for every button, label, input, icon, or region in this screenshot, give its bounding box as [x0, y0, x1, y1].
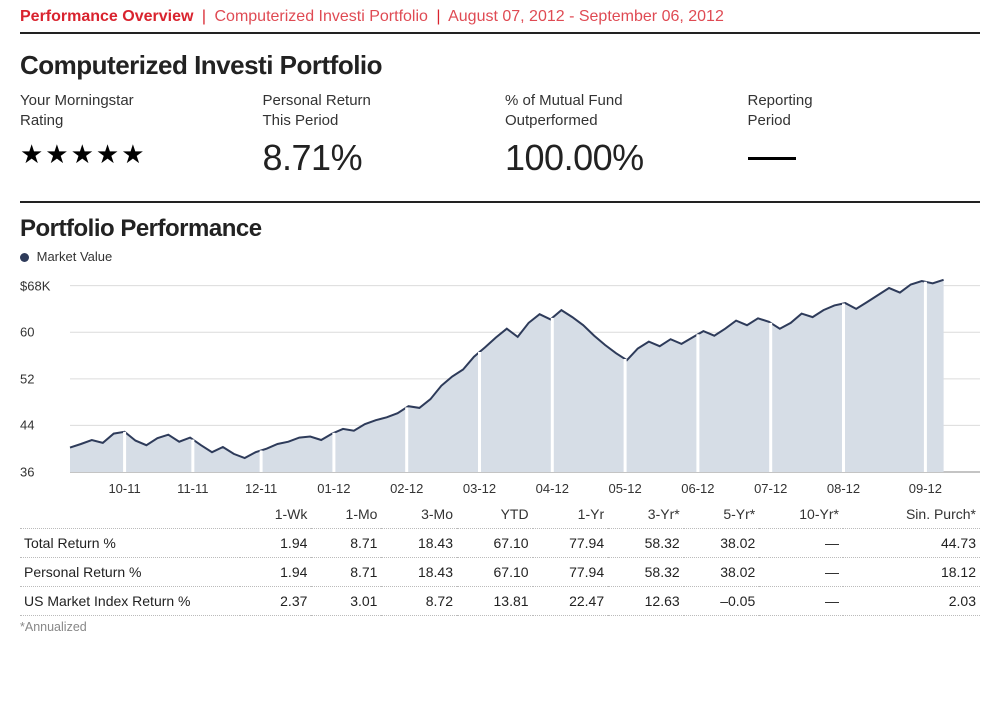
table-header-cell: 5-Yr* — [684, 500, 760, 529]
table-cell: 2.37 — [240, 587, 311, 616]
table-cell: 13.81 — [457, 587, 533, 616]
page-header: Performance Overview | Computerized Inve… — [20, 8, 980, 34]
chart-legend: Market Value — [20, 249, 980, 264]
table-header-cell: Sin. Purch* — [843, 500, 980, 529]
table-header-cell: 1-Wk — [240, 500, 311, 529]
header-sep-1: | — [202, 8, 206, 25]
table-cell: 38.02 — [684, 529, 760, 558]
table-cell: US Market Index Return % — [20, 587, 240, 616]
metric-label: ReportingPeriod — [748, 91, 981, 133]
legend-dot-icon — [20, 253, 29, 262]
x-axis-label: 12-11 — [245, 481, 277, 496]
table-cell: –0.05 — [684, 587, 760, 616]
table-header-cell — [20, 500, 240, 529]
table-row: Personal Return %1.948.7118.4367.1077.94… — [20, 558, 980, 587]
table-cell: 3.01 — [311, 587, 381, 616]
x-axis-label: 10-11 — [108, 481, 140, 496]
metric-label: Personal ReturnThis Period — [263, 91, 496, 133]
header-portfolio: Computerized Investi Portfolio — [214, 8, 427, 25]
metric-card: Personal ReturnThis Period8.71% — [263, 91, 496, 179]
table-row: US Market Index Return %2.373.018.7213.8… — [20, 587, 980, 616]
table-cell: 1.94 — [240, 558, 311, 587]
table-cell: 1.94 — [240, 529, 311, 558]
table-cell: 8.72 — [381, 587, 457, 616]
header-sep-2: | — [436, 8, 440, 25]
table-cell: — — [759, 558, 843, 587]
x-axis-label: 02-12 — [390, 481, 423, 496]
table-header-cell: 3-Mo — [381, 500, 457, 529]
legend-label: Market Value — [37, 249, 113, 264]
x-axis-label: 06-12 — [681, 481, 714, 496]
table-cell: Personal Return % — [20, 558, 240, 587]
y-axis-label: 52 — [20, 371, 34, 386]
table-row: Total Return %1.948.7118.4367.1077.9458.… — [20, 529, 980, 558]
table-header-cell: YTD — [457, 500, 533, 529]
table-cell: 44.73 — [843, 529, 980, 558]
chart-section-title: Portfolio Performance — [20, 215, 980, 243]
header-title: Performance Overview — [20, 8, 193, 25]
table-cell: — — [759, 587, 843, 616]
x-axis-label: 04-12 — [536, 481, 569, 496]
table-cell: Total Return % — [20, 529, 240, 558]
table-cell: 8.71 — [311, 529, 381, 558]
table-cell: 8.71 — [311, 558, 381, 587]
table-cell: 77.94 — [533, 558, 609, 587]
metric-value: 100.00% — [505, 137, 738, 179]
table-cell: 2.03 — [843, 587, 980, 616]
metrics-row: Your MorningstarRating ★★★★★ Personal Retu… — [20, 91, 980, 203]
metric-value-dash — [748, 157, 796, 160]
table-cell: 12.63 — [608, 587, 684, 616]
y-axis-label: 36 — [20, 465, 34, 480]
chart-svg — [20, 266, 980, 496]
table-header-cell: 3-Yr* — [608, 500, 684, 529]
table-header-cell: 1-Mo — [311, 500, 381, 529]
y-axis-label: $68K — [20, 278, 50, 293]
table-cell: 18.12 — [843, 558, 980, 587]
y-axis-label: 60 — [20, 325, 34, 340]
x-axis-label: 03-12 — [463, 481, 496, 496]
table-cell: 38.02 — [684, 558, 760, 587]
table-header-cell: 10-Yr* — [759, 500, 843, 529]
y-axis-label: 44 — [20, 418, 34, 433]
table-cell: 18.43 — [381, 558, 457, 587]
table-cell: — — [759, 529, 843, 558]
x-axis-label: 01-12 — [317, 481, 350, 496]
table-cell: 77.94 — [533, 529, 609, 558]
header-daterange: August 07, 2012 - September 06, 2012 — [448, 8, 724, 25]
table-header-cell: 1-Yr — [533, 500, 609, 529]
metric-label: % of Mutual FundOutperformed — [505, 91, 738, 133]
portfolio-name-heading: Computerized Investi Portfolio — [20, 50, 980, 81]
table-cell: 58.32 — [608, 558, 684, 587]
table-cell: 22.47 — [533, 587, 609, 616]
metric-card: % of Mutual FundOutperformed100.00% — [505, 91, 738, 179]
x-axis-label: 09-12 — [909, 481, 942, 496]
x-axis-label: 08-12 — [827, 481, 860, 496]
table-cell: 67.10 — [457, 529, 533, 558]
table-header-row: 1-Wk1-Mo3-MoYTD1-Yr3-Yr*5-Yr*10-Yr*Sin. … — [20, 500, 980, 529]
table-cell: 67.10 — [457, 558, 533, 587]
table-cell: 18.43 — [381, 529, 457, 558]
metric-value: 8.71% — [263, 137, 496, 179]
metric-label: Your MorningstarRating — [20, 91, 253, 133]
metric-card: Your MorningstarRating ★★★★★ — [20, 91, 253, 179]
table-cell: 58.32 — [608, 529, 684, 558]
x-axis-label: 05-12 — [608, 481, 641, 496]
x-axis-label: 11-11 — [177, 481, 208, 496]
table-footnote: *Annualized — [20, 620, 980, 634]
x-axis-label: 07-12 — [754, 481, 787, 496]
star-rating: ★★★★★ — [20, 139, 253, 170]
returns-table: 1-Wk1-Mo3-MoYTD1-Yr3-Yr*5-Yr*10-Yr*Sin. … — [20, 500, 980, 616]
market-value-chart: 36 44 52 60 $68K 10-11 11-11 12-11 01-12 02-12 03-… — [20, 266, 980, 496]
metric-card: ReportingPeriod — [748, 91, 981, 179]
